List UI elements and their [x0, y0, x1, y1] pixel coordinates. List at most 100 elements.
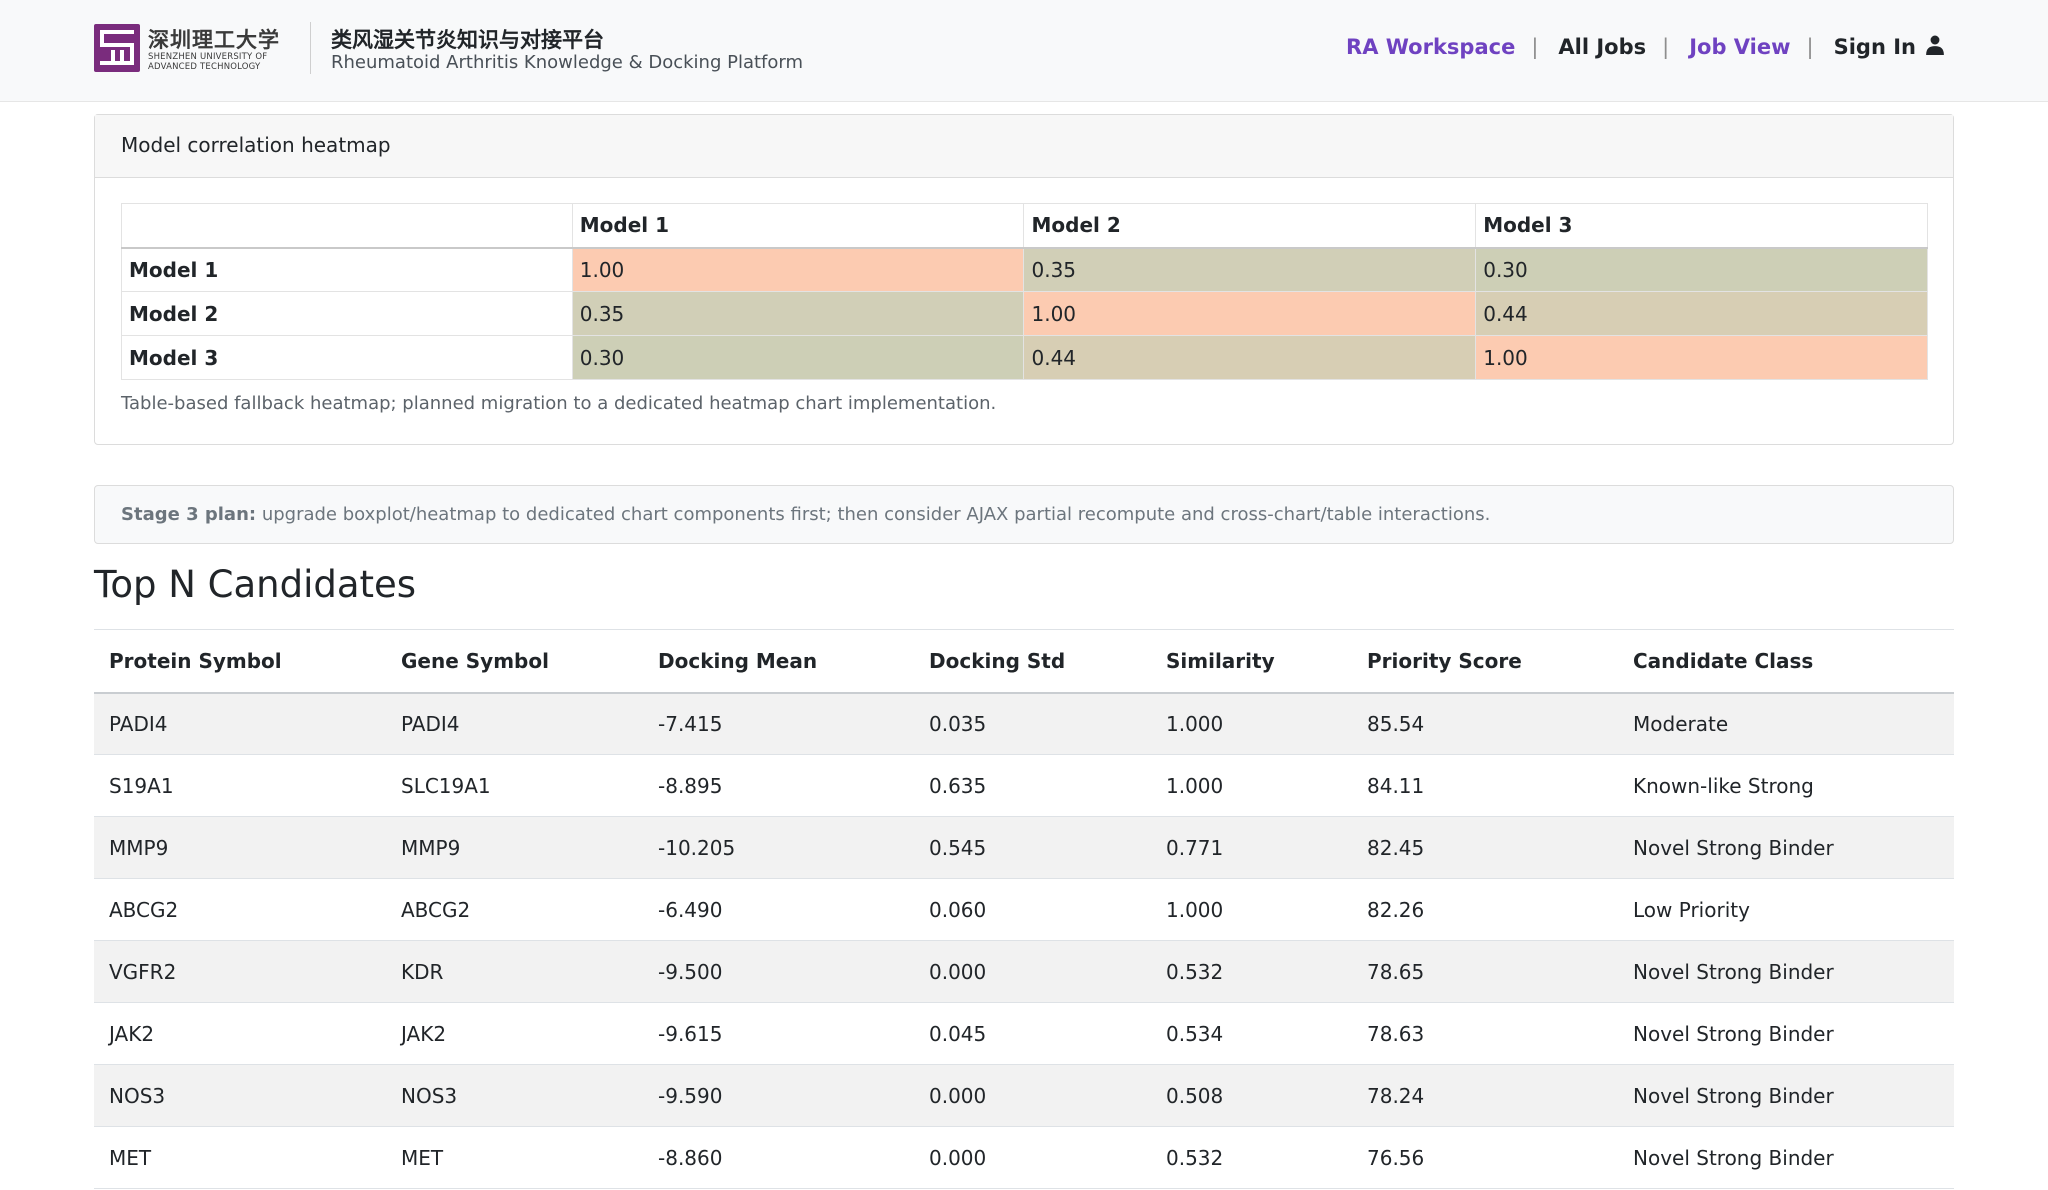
nav-sign-in[interactable]: Sign In [1834, 34, 1944, 59]
nav-separator: | [1662, 34, 1670, 59]
platform-title-en[interactable]: Rheumatoid Arthritis Knowledge & Docking… [331, 52, 804, 73]
brand-divider [310, 22, 311, 74]
cell-similarity: 1.000 [1151, 692, 1352, 755]
cell-protein-symbol: NOS3 [94, 1064, 386, 1127]
column-header-similarity[interactable]: Similarity [1151, 629, 1352, 694]
heatmap-footnote: Table-based fallback heatmap; planned mi… [121, 393, 997, 414]
main-nav: RA Workspace | All Jobs | Job View | Sig… [1346, 34, 1944, 59]
stage-plan-notice: Stage 3 plan: upgrade boxplot/heatmap to… [94, 485, 1954, 544]
cell-protein-symbol: MET [94, 1126, 386, 1189]
cell-docking-mean: -9.615 [643, 1002, 914, 1065]
cell-candidate-class: Low Priority [1618, 878, 1954, 941]
sign-in-label: Sign In [1833, 35, 1916, 59]
cell-gene-symbol: NOS3 [386, 1064, 643, 1127]
cell-gene-symbol: MMP9 [386, 816, 643, 879]
cell-priority-score: 78.24 [1352, 1064, 1618, 1127]
university-logo-icon [94, 24, 140, 72]
heatmap-cell: 0.35 [571, 291, 1025, 336]
correlation-heatmap-table: Model 1 Model 2 Model 3 Model 1 1.00 0.3… [121, 203, 1928, 380]
heatmap-row: Model 2 0.35 1.00 0.44 [121, 291, 1928, 336]
cell-priority-score: 78.63 [1352, 1002, 1618, 1065]
cell-protein-symbol: VGFR2 [94, 940, 386, 1003]
cell-docking-mean: -8.895 [643, 754, 914, 817]
candidates-header-row: Protein Symbol Gene Symbol Docking Mean … [94, 629, 1954, 694]
cell-protein-symbol: ABCG2 [94, 878, 386, 941]
nav-job-view[interactable]: Job View [1689, 34, 1791, 59]
cell-docking-mean: -8.860 [643, 1126, 914, 1189]
cell-docking-mean: -6.490 [643, 878, 914, 941]
column-header-docking-mean[interactable]: Docking Mean [643, 629, 914, 694]
heatmap-column-header: Model 1 [571, 203, 1025, 249]
candidates-body: PADI4 PADI4 -7.415 0.035 1.000 85.54 Moderate S… [94, 692, 1954, 1189]
stage-plan-text: upgrade boxplot/heatmap to dedicated cha… [256, 504, 1491, 525]
candidates-table: Protein Symbol Gene Symbol Docking Mean … [94, 629, 1954, 1189]
nav-all-jobs[interactable]: All Jobs [1558, 34, 1647, 59]
cell-docking-std: 0.060 [914, 878, 1151, 941]
table-row[interactable]: ABCG2 ABCG2 -6.490 0.060 1.000 82.26 Low Prior… [94, 878, 1954, 941]
logo-english-line1: SHENZHEN UNIVERSITY OF [148, 52, 268, 62]
heatmap-column-header: Model 2 [1023, 203, 1477, 249]
heatmap-corner-cell [121, 203, 573, 249]
heatmap-row: Model 3 0.30 0.44 1.00 [121, 335, 1928, 380]
table-row[interactable]: S19A1 SLC19A1 -8.895 0.635 1.000 84.11 Known-l… [94, 754, 1954, 817]
column-header-docking-std[interactable]: Docking Std [914, 629, 1151, 694]
cell-candidate-class: Novel Strong Binder [1618, 816, 1954, 879]
cell-gene-symbol: SLC19A1 [386, 754, 643, 817]
table-row[interactable]: VGFR2 KDR -9.500 0.000 0.532 78.65 Novel Stron… [94, 940, 1954, 1003]
cell-priority-score: 82.26 [1352, 878, 1618, 941]
heatmap-cell: 0.30 [1475, 247, 1928, 292]
cell-similarity: 0.532 [1151, 1126, 1352, 1189]
university-logo[interactable]: 深圳理工大学 SHENZHEN UNIVERSITY OF ADVANCED T… [94, 24, 280, 72]
cell-similarity: 0.508 [1151, 1064, 1352, 1127]
cell-similarity: 1.000 [1151, 878, 1352, 941]
cell-priority-score: 76.56 [1352, 1126, 1618, 1189]
cell-gene-symbol: KDR [386, 940, 643, 1003]
cell-candidate-class: Novel Strong Binder [1618, 1126, 1954, 1189]
cell-similarity: 0.771 [1151, 816, 1352, 879]
cell-docking-mean: -9.500 [643, 940, 914, 1003]
heatmap-cell: 0.44 [1023, 335, 1477, 380]
nav-separator: | [1531, 34, 1539, 59]
table-row[interactable]: JAK2 JAK2 -9.615 0.045 0.534 78.63 Novel Stron… [94, 1002, 1954, 1065]
cell-docking-mean: -7.415 [643, 692, 914, 755]
cell-similarity: 0.532 [1151, 940, 1352, 1003]
cell-candidate-class: Novel Strong Binder [1618, 1002, 1954, 1065]
cell-candidate-class: Novel Strong Binder [1618, 940, 1954, 1003]
cell-docking-std: 0.000 [914, 940, 1151, 1003]
heatmap-row-header: Model 2 [121, 291, 573, 336]
heatmap-row: Model 1 1.00 0.35 0.30 [121, 247, 1928, 292]
table-row[interactable]: PADI4 PADI4 -7.415 0.035 1.000 85.54 Moderate [94, 692, 1954, 755]
cell-docking-std: 0.045 [914, 1002, 1151, 1065]
cell-gene-symbol: ABCG2 [386, 878, 643, 941]
heatmap-card-title: Model correlation heatmap [95, 115, 1953, 178]
cell-protein-symbol: PADI4 [94, 692, 386, 755]
heatmap-row-header: Model 3 [121, 335, 573, 380]
cell-docking-std: 0.035 [914, 692, 1151, 755]
column-header-protein-symbol[interactable]: Protein Symbol [94, 629, 386, 694]
table-row[interactable]: NOS3 NOS3 -9.590 0.000 0.508 78.24 Novel Stron… [94, 1064, 1954, 1127]
heatmap-cell: 0.35 [1023, 247, 1477, 292]
cell-docking-std: 0.635 [914, 754, 1151, 817]
stage-plan-label: Stage 3 plan: [121, 504, 257, 525]
cell-docking-std: 0.545 [914, 816, 1151, 879]
cell-protein-symbol: S19A1 [94, 754, 386, 817]
cell-candidate-class: Moderate [1618, 692, 1954, 755]
cell-similarity: 0.534 [1151, 1002, 1352, 1065]
cell-candidate-class: Known-like Strong [1618, 754, 1954, 817]
cell-docking-std: 0.000 [914, 1126, 1151, 1189]
platform-title-cn[interactable]: 类风湿关节炎知识与对接平台 [331, 28, 604, 52]
table-row[interactable]: MET MET -8.860 0.000 0.532 76.56 Novel Strong … [94, 1126, 1954, 1189]
cell-candidate-class: Novel Strong Binder [1618, 1064, 1954, 1127]
heatmap-header-row: Model 1 Model 2 Model 3 [121, 203, 1928, 249]
column-header-priority-score[interactable]: Priority Score [1352, 629, 1618, 694]
section-title: Top N Candidates [94, 563, 417, 606]
cell-gene-symbol: JAK2 [386, 1002, 643, 1065]
cell-docking-mean: -9.590 [643, 1064, 914, 1127]
table-row[interactable]: MMP9 MMP9 -10.205 0.545 0.771 82.45 Novel Stro… [94, 816, 1954, 879]
cell-priority-score: 84.11 [1352, 754, 1618, 817]
column-header-gene-symbol[interactable]: Gene Symbol [386, 629, 643, 694]
logo-english-line2: ADVANCED TECHNOLOGY [148, 62, 261, 72]
column-header-candidate-class[interactable]: Candidate Class [1618, 629, 1954, 694]
nav-ra-workspace[interactable]: RA Workspace [1346, 34, 1516, 59]
logo-chinese-name: 深圳理工大学 [148, 27, 280, 52]
